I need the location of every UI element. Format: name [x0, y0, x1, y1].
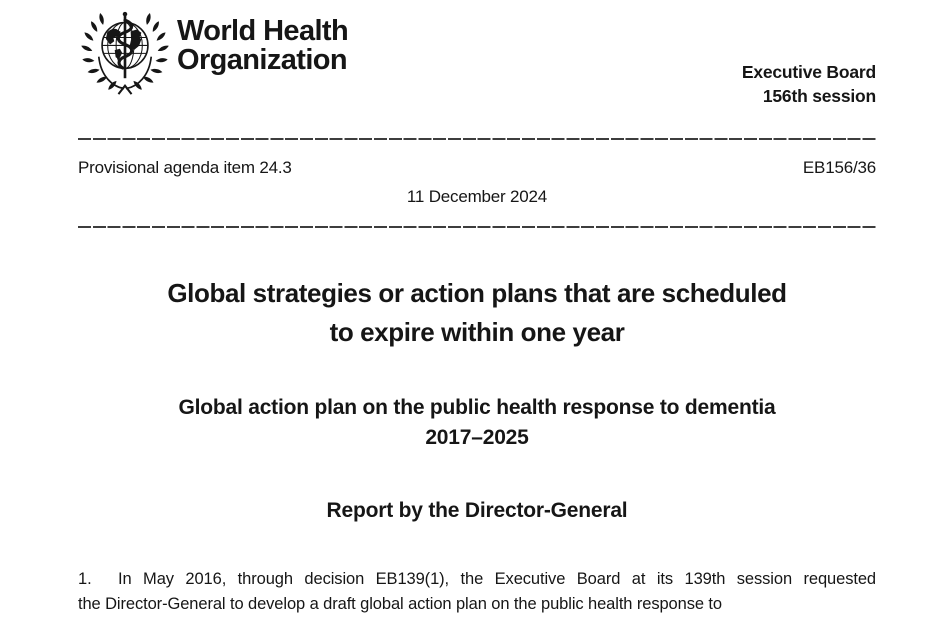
title-line2: to expire within one year: [329, 317, 625, 347]
agenda-row: Provisional agenda item 24.3 EB156/36: [78, 155, 876, 181]
paragraph-1-line2: the Director-General to develop a draft …: [78, 595, 722, 613]
wordmark-line1: World Health: [177, 15, 349, 47]
who-wordmark: World Health Organization: [177, 15, 349, 76]
divider-top: [78, 138, 876, 140]
subtitle-line2: 2017–2025: [425, 426, 529, 449]
paragraph-1-line1: 1. In May 2016, through decision EB139(1)…: [78, 567, 876, 592]
document-title: Global strategies or action plans that a…: [78, 274, 876, 352]
executive-board-label: Executive Board: [741, 62, 876, 82]
wordmark-line2: Organization: [177, 44, 348, 76]
document-subtitle: Global action plan on the public health …: [78, 393, 876, 453]
session-number: 156th session: [762, 86, 876, 106]
title-line1: Global strategies or action plans that a…: [167, 278, 787, 308]
document-header: World Health Organization Executive Boar…: [78, 8, 876, 108]
who-logo: World Health Organization: [78, 8, 349, 96]
divider-bottom: [78, 226, 876, 228]
session-info: Executive Board 156th session: [742, 60, 876, 108]
paragraph-number: 1.: [78, 570, 92, 588]
agenda-item: Provisional agenda item 24.3: [78, 158, 292, 177]
subtitle-line1: Global action plan on the public health …: [178, 396, 776, 419]
paragraph-1: 1. In May 2016, through decision EB139(1)…: [78, 567, 876, 617]
paragraph-1-text1: In May 2016, through decision EB139(1), …: [118, 570, 876, 588]
document-code: EB156/36: [802, 158, 876, 177]
document-date: 11 December 2024: [406, 187, 548, 206]
report-by-heading: Report by the Director-General: [326, 499, 628, 522]
who-emblem-icon: [80, 11, 170, 95]
